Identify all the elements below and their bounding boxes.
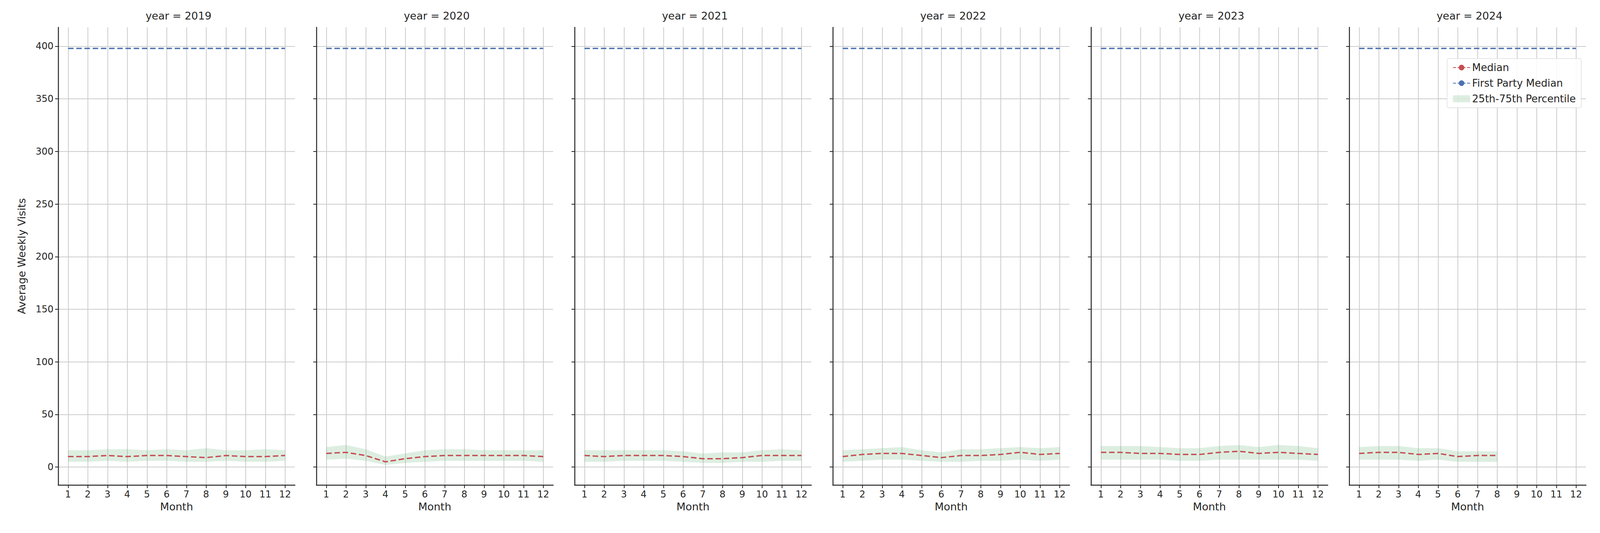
svg-text:4: 4 bbox=[640, 489, 647, 500]
svg-text:10: 10 bbox=[239, 489, 252, 500]
svg-text:11: 11 bbox=[517, 489, 530, 500]
svg-text:9: 9 bbox=[481, 489, 488, 500]
svg-text:year = 2024: year = 2024 bbox=[1436, 9, 1503, 22]
svg-text:Median: Median bbox=[1472, 61, 1510, 74]
svg-text:1: 1 bbox=[323, 489, 330, 500]
svg-text:10: 10 bbox=[1014, 489, 1027, 500]
svg-text:4: 4 bbox=[124, 489, 131, 500]
svg-text:2: 2 bbox=[342, 489, 349, 500]
svg-text:3: 3 bbox=[362, 489, 369, 500]
svg-text:6: 6 bbox=[421, 489, 428, 500]
svg-text:3: 3 bbox=[1137, 489, 1144, 500]
svg-text:11: 11 bbox=[1292, 489, 1305, 500]
svg-text:200: 200 bbox=[35, 251, 54, 263]
svg-text:6: 6 bbox=[1454, 489, 1461, 500]
svg-text:300: 300 bbox=[35, 146, 54, 158]
svg-text:2: 2 bbox=[859, 489, 866, 500]
svg-text:9: 9 bbox=[739, 489, 746, 500]
svg-text:12: 12 bbox=[1311, 489, 1324, 500]
svg-text:4: 4 bbox=[1415, 489, 1422, 500]
svg-text:8: 8 bbox=[1494, 489, 1500, 500]
svg-text:3: 3 bbox=[104, 489, 111, 500]
svg-text:12: 12 bbox=[1569, 489, 1583, 500]
svg-text:First Party Median: First Party Median bbox=[1472, 77, 1564, 90]
svg-text:0: 0 bbox=[47, 461, 54, 473]
svg-text:10: 10 bbox=[1272, 489, 1285, 500]
svg-text:1: 1 bbox=[1098, 489, 1104, 500]
svg-text:year = 2021: year = 2021 bbox=[662, 9, 729, 22]
svg-text:Month: Month bbox=[676, 500, 710, 513]
svg-text:11: 11 bbox=[775, 489, 788, 500]
svg-text:Month: Month bbox=[1192, 500, 1227, 513]
svg-text:4: 4 bbox=[382, 489, 389, 500]
svg-text:2: 2 bbox=[84, 489, 91, 500]
svg-text:11: 11 bbox=[1550, 489, 1563, 500]
svg-text:350: 350 bbox=[35, 93, 54, 105]
svg-text:8: 8 bbox=[977, 489, 984, 500]
svg-text:3: 3 bbox=[621, 489, 627, 500]
svg-text:2: 2 bbox=[601, 489, 608, 500]
svg-text:7: 7 bbox=[441, 489, 448, 500]
svg-text:25th-75th Percentile: 25th-75th Percentile bbox=[1472, 92, 1576, 105]
svg-text:5: 5 bbox=[1176, 489, 1183, 500]
svg-text:year = 2023: year = 2023 bbox=[1178, 9, 1245, 22]
svg-text:6: 6 bbox=[938, 489, 945, 500]
svg-text:9: 9 bbox=[1514, 489, 1520, 500]
svg-text:9: 9 bbox=[1255, 489, 1262, 500]
svg-text:7: 7 bbox=[958, 489, 965, 500]
svg-text:Average Weekly Visits: Average Weekly Visits bbox=[15, 198, 28, 315]
svg-text:9: 9 bbox=[997, 489, 1004, 500]
svg-text:4: 4 bbox=[898, 489, 905, 500]
svg-text:10: 10 bbox=[755, 489, 768, 500]
svg-text:1: 1 bbox=[1356, 489, 1363, 500]
svg-text:7: 7 bbox=[700, 489, 706, 500]
svg-text:6: 6 bbox=[1196, 489, 1203, 500]
svg-text:8: 8 bbox=[719, 489, 726, 500]
svg-text:12: 12 bbox=[1053, 489, 1066, 500]
svg-text:100: 100 bbox=[35, 356, 54, 368]
svg-text:10: 10 bbox=[497, 489, 510, 500]
svg-text:11: 11 bbox=[259, 489, 272, 500]
svg-text:250: 250 bbox=[35, 198, 54, 210]
svg-text:1: 1 bbox=[839, 489, 846, 500]
svg-text:5: 5 bbox=[1435, 489, 1442, 500]
svg-text:year = 2019: year = 2019 bbox=[145, 9, 212, 22]
svg-text:6: 6 bbox=[680, 489, 686, 500]
svg-text:7: 7 bbox=[1216, 489, 1223, 500]
svg-text:10: 10 bbox=[1530, 489, 1543, 500]
svg-text:8: 8 bbox=[461, 489, 468, 500]
svg-text:3: 3 bbox=[1395, 489, 1402, 500]
svg-text:Month: Month bbox=[418, 500, 452, 513]
svg-text:12: 12 bbox=[537, 489, 550, 500]
svg-text:1: 1 bbox=[581, 489, 588, 500]
svg-text:8: 8 bbox=[1235, 489, 1242, 500]
svg-text:50: 50 bbox=[41, 408, 54, 420]
svg-text:Month: Month bbox=[934, 500, 968, 513]
svg-text:12: 12 bbox=[278, 489, 292, 500]
svg-text:5: 5 bbox=[918, 489, 925, 500]
svg-text:400: 400 bbox=[35, 40, 54, 52]
svg-text:150: 150 bbox=[35, 303, 54, 315]
svg-text:Month: Month bbox=[1451, 500, 1485, 513]
svg-text:Month: Month bbox=[160, 500, 194, 513]
svg-text:12: 12 bbox=[795, 489, 808, 500]
svg-text:year = 2022: year = 2022 bbox=[920, 9, 987, 22]
svg-text:6: 6 bbox=[163, 489, 170, 500]
svg-text:7: 7 bbox=[183, 489, 190, 500]
svg-text:7: 7 bbox=[1474, 489, 1481, 500]
svg-text:3: 3 bbox=[879, 489, 886, 500]
svg-text:5: 5 bbox=[660, 489, 667, 500]
svg-text:11: 11 bbox=[1033, 489, 1047, 500]
svg-text:9: 9 bbox=[223, 489, 229, 500]
svg-text:5: 5 bbox=[144, 489, 150, 500]
svg-text:8: 8 bbox=[203, 489, 209, 500]
svg-text:5: 5 bbox=[402, 489, 409, 500]
svg-text:1: 1 bbox=[65, 489, 72, 500]
svg-text:2: 2 bbox=[1375, 489, 1382, 500]
svg-text:2: 2 bbox=[1117, 489, 1124, 500]
svg-text:4: 4 bbox=[1157, 489, 1163, 500]
svg-text:year = 2020: year = 2020 bbox=[403, 9, 470, 22]
